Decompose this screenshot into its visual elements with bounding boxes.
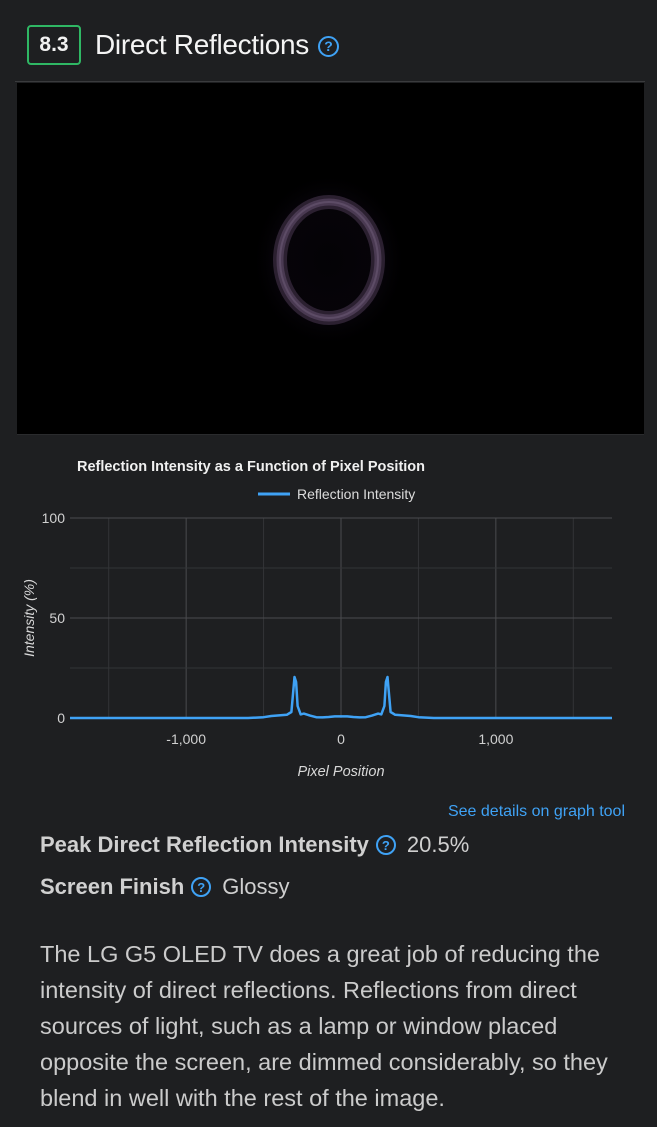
chart-grid [70, 517, 612, 718]
section-title: Direct Reflections [95, 29, 310, 60]
spec-label: Peak Direct Reflection Intensity [40, 832, 369, 857]
chart-svg: Reflection Intensity as a Function of Pi… [21, 459, 612, 780]
section-header: 8.3 Direct Reflections ? [27, 23, 340, 67]
reflection-ring-image [251, 172, 407, 348]
help-icon[interactable]: ? [318, 35, 340, 57]
help-icon[interactable]: ? [191, 877, 212, 897]
graph-tool-link[interactable]: See details on graph tool [447, 803, 625, 820]
review-description: The LG G5 OLED TV does a great job of re… [40, 941, 608, 1111]
y-tick-label: 100 [42, 510, 66, 526]
reflection-chart: Reflection Intensity as a Function of Pi… [0, 440, 657, 790]
y-tick-label: 0 [57, 710, 65, 726]
help-icon[interactable]: ? [375, 835, 396, 855]
legend-label: Reflection Intensity [297, 486, 415, 502]
header-divider [15, 81, 645, 82]
spec-label: Screen Finish [40, 874, 185, 899]
y-tick-labels: 0 50 100 [42, 510, 66, 726]
spec-value: 20.5% [406, 832, 470, 857]
reflection-photo [17, 83, 644, 435]
spec-peak-reflection: Peak Direct Reflection Intensity ? 20.5% [40, 830, 469, 860]
x-tick-label: 1,000 [478, 731, 513, 747]
spec-screen-finish: Screen Finish ? Glossy [40, 872, 290, 902]
x-axis-label: Pixel Position [297, 764, 384, 780]
chart-title: Reflection Intensity as a Function of Pi… [77, 459, 425, 475]
y-axis-label: Intensity (%) [21, 579, 37, 657]
x-tick-label: -1,000 [166, 731, 206, 747]
x-tick-labels: -1,000 0 1,000 [166, 731, 513, 747]
y-tick-label: 50 [49, 610, 65, 626]
score-badge: 8.3 [27, 25, 81, 65]
spec-value: Glossy [222, 874, 290, 899]
chart-legend: Reflection Intensity [258, 486, 415, 502]
series-line-reflection-intensity [70, 675, 612, 720]
x-tick-label: 0 [337, 731, 345, 747]
